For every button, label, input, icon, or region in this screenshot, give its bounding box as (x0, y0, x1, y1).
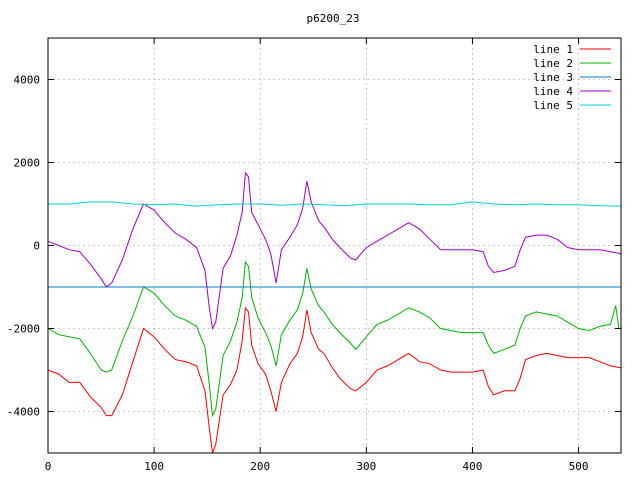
axis-ticks: 0 100 200 300 400 500 -4000 -2000 0 2000 4000 (7, 38, 621, 473)
series-lines (47, 171, 622, 454)
legend-label-1: line 1 (533, 43, 573, 56)
x-tick-label: 300 (356, 460, 376, 473)
y-tick-label: 4000 (14, 74, 41, 87)
legend-label-3: line 3 (533, 71, 573, 84)
series-line-4 (47, 171, 622, 331)
x-tick-label: 0 (45, 460, 52, 473)
y-tick-label: -4000 (7, 406, 40, 419)
y-tick-label: 0 (33, 240, 40, 253)
legend-label-5: line 5 (533, 99, 573, 112)
legend-label-2: line 2 (533, 57, 573, 70)
legend-label-4: line 4 (533, 85, 573, 98)
y-tick-label: 2000 (14, 157, 41, 170)
x-tick-label: 100 (144, 460, 164, 473)
x-tick-label: 500 (569, 460, 589, 473)
x-tick-label: 400 (463, 460, 483, 473)
series-line-5 (48, 201, 622, 207)
y-tick-label: -2000 (7, 323, 40, 336)
x-tick-label: 200 (250, 460, 270, 473)
series-line-2 (47, 260, 621, 418)
series-line-1 (47, 306, 622, 454)
chart-title: p6200_23 (307, 12, 360, 25)
